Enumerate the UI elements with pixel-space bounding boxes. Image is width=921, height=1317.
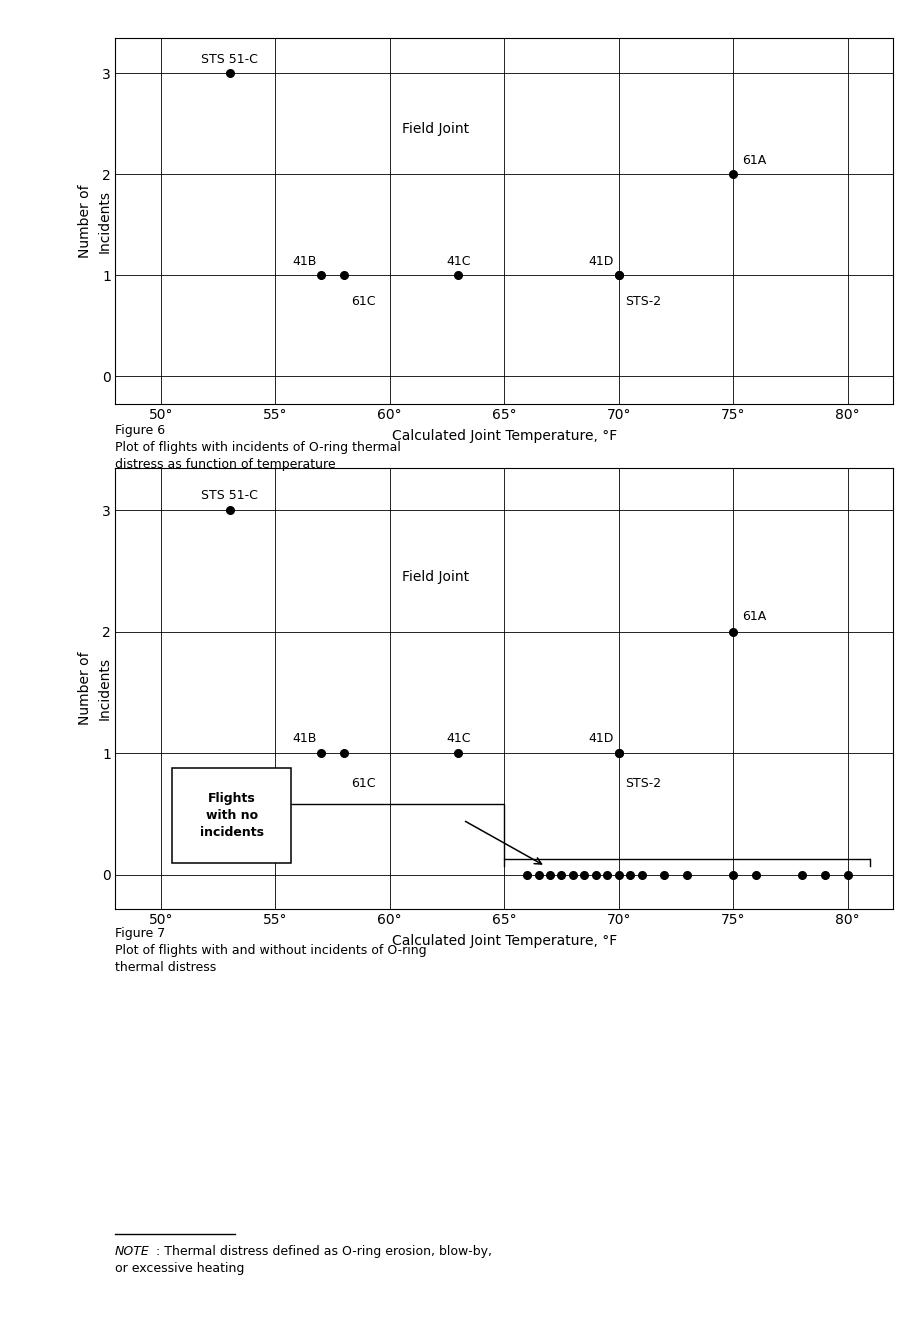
- Text: 41B: 41B: [292, 732, 317, 744]
- Text: 61C: 61C: [351, 777, 376, 790]
- Text: STS 51-C: STS 51-C: [201, 54, 258, 66]
- Text: 61A: 61A: [742, 610, 766, 623]
- Text: NOTE: NOTE: [115, 1245, 150, 1258]
- Text: thermal distress: thermal distress: [115, 961, 216, 975]
- Text: 61C: 61C: [351, 295, 376, 308]
- Text: 41C: 41C: [446, 255, 471, 269]
- Text: STS-2: STS-2: [625, 295, 661, 308]
- Text: Plot of flights with incidents of O-ring thermal: Plot of flights with incidents of O-ring…: [115, 441, 401, 454]
- Text: 41D: 41D: [589, 255, 614, 269]
- Text: Field Joint: Field Joint: [402, 570, 469, 583]
- Y-axis label: Number of
Incidents: Number of Incidents: [78, 184, 111, 258]
- Text: Figure 6: Figure 6: [115, 424, 165, 437]
- Text: Plot of flights with and without incidents of O-ring: Plot of flights with and without inciden…: [115, 944, 426, 957]
- Text: Field Joint: Field Joint: [402, 122, 469, 136]
- X-axis label: Calculated Joint Temperature, °F: Calculated Joint Temperature, °F: [391, 934, 617, 948]
- X-axis label: Calculated Joint Temperature, °F: Calculated Joint Temperature, °F: [391, 429, 617, 444]
- Text: or excessive heating: or excessive heating: [115, 1262, 244, 1275]
- Bar: [172, 768, 291, 863]
- Y-axis label: Number of
Incidents: Number of Incidents: [78, 652, 111, 724]
- Text: Flights
with no
incidents: Flights with no incidents: [200, 792, 263, 839]
- Text: : Thermal distress defined as O-ring erosion, blow-by,: : Thermal distress defined as O-ring ero…: [156, 1245, 492, 1258]
- Text: STS 51-C: STS 51-C: [201, 489, 258, 502]
- Text: STS-2: STS-2: [625, 777, 661, 790]
- Text: 41C: 41C: [446, 732, 471, 744]
- Text: Figure 7: Figure 7: [115, 927, 166, 940]
- Text: 61A: 61A: [742, 154, 766, 167]
- Text: distress as function of temperature: distress as function of temperature: [115, 458, 336, 471]
- Text: 41B: 41B: [292, 255, 317, 269]
- Text: 41D: 41D: [589, 732, 614, 744]
